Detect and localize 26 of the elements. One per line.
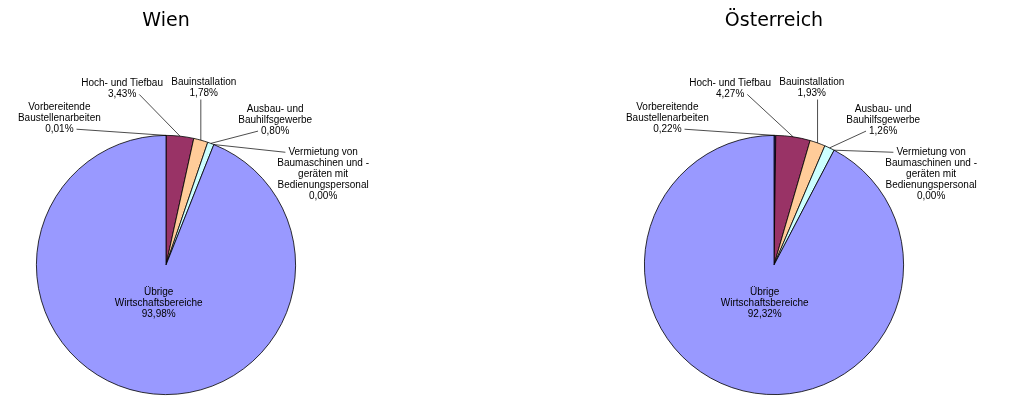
slice-label: Übrige Wirtschaftsbereiche xyxy=(720,285,810,308)
slice-label: Vorbereitende Baustellenarbeiten xyxy=(625,100,709,123)
slice-label: Vorbereitende Baustellenarbeiten xyxy=(17,100,101,123)
slice-label: Hoch- und Tiefbau xyxy=(81,77,163,89)
slice-label: Bauinstallation xyxy=(779,75,845,87)
category-label: Vermietung von Baumaschinen und - geräten mit Bedienungspersonal xyxy=(277,146,369,191)
slice-label: Ausbau- und Bauhilfsgewerbe xyxy=(846,102,921,125)
data-label: 93,98% xyxy=(141,307,176,319)
chart-title: Österreich xyxy=(723,8,825,30)
slice-label: Übrige Wirtschaftsbereiche xyxy=(114,285,204,308)
data-label: 0,80% xyxy=(261,124,290,136)
data-label: 0,01% xyxy=(45,122,74,134)
slice-label: Hoch- und Tiefbau xyxy=(689,77,771,89)
text: 0,00% xyxy=(916,190,946,202)
data-label: 1,26% xyxy=(869,124,898,136)
data-label: 3,43% xyxy=(107,88,137,100)
data-label: 4,27% xyxy=(715,88,745,100)
category-label: Vermietung von Baumaschinen und - geräten mit Bedienungspersonal xyxy=(885,146,977,191)
text: 0,00% xyxy=(308,190,338,202)
data-label: 1,78% xyxy=(189,86,219,98)
data-label: 92,32% xyxy=(747,307,782,319)
data-label: 1,93% xyxy=(797,86,827,98)
data-label: 0,22% xyxy=(653,122,682,134)
slice-label: Ausbau- und Bauhilfsgewerbe xyxy=(238,102,313,125)
slice-label: Bauinstallation xyxy=(171,75,237,87)
chart-title: Wien xyxy=(141,8,191,30)
